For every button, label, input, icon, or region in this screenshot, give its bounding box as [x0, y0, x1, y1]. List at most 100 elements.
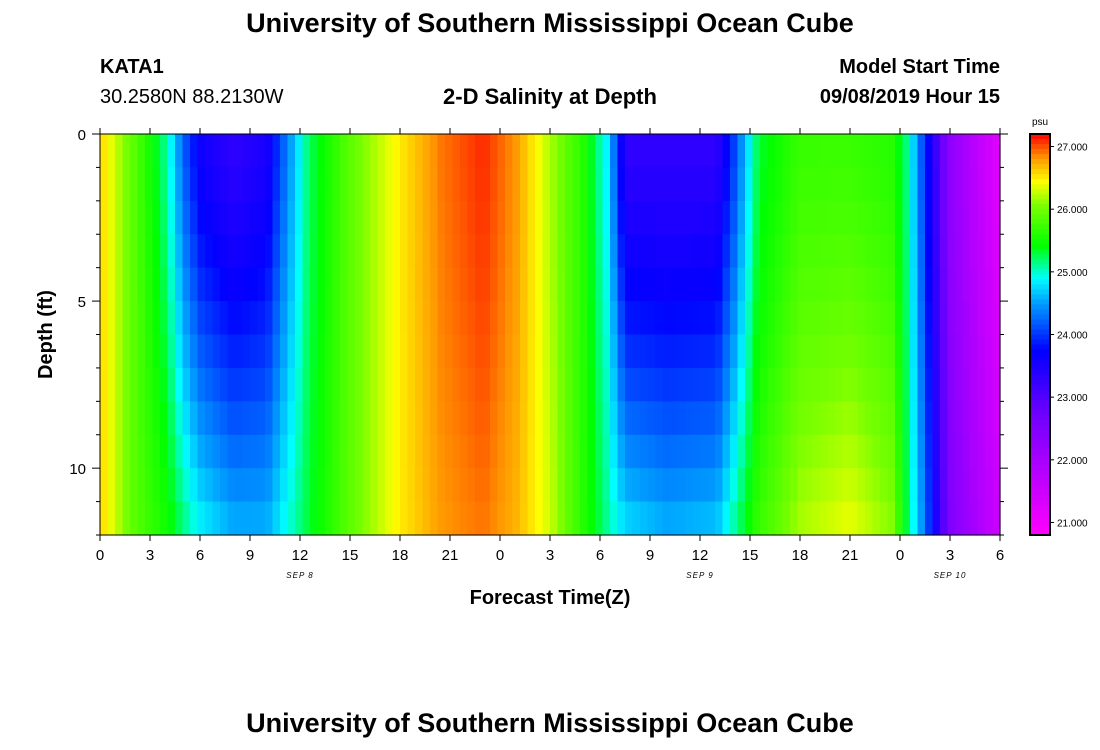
heatmap-cell — [655, 468, 664, 503]
heatmap-cell — [715, 267, 724, 302]
heatmap-cell — [572, 434, 581, 469]
heatmap-cell — [835, 468, 844, 503]
heatmap-cell — [992, 200, 1001, 235]
colorbar-tick-label: 24.000 — [1057, 331, 1088, 342]
heatmap-cell — [407, 301, 416, 336]
heatmap-cell — [647, 468, 656, 503]
heatmap-cell — [910, 501, 919, 536]
heatmap-cell — [812, 501, 821, 536]
heatmap-cell — [992, 434, 1001, 469]
heatmap-cell — [145, 134, 154, 169]
heatmap-cell — [407, 267, 416, 302]
heatmap-cell — [872, 301, 881, 336]
heatmap-cell — [925, 167, 934, 202]
heatmap-cell — [737, 468, 746, 503]
heatmap-cell — [340, 367, 349, 402]
heatmap-cell — [310, 434, 319, 469]
heatmap-cell — [767, 334, 776, 369]
heatmap-cell — [160, 267, 169, 302]
heatmap-cell — [212, 301, 221, 336]
colorbar-segment — [1030, 324, 1050, 331]
heatmap-cell — [985, 367, 994, 402]
colorbar-segment — [1030, 214, 1050, 220]
heatmap-cell — [572, 501, 581, 536]
heatmap-cell — [955, 234, 964, 269]
heatmap-cell — [347, 234, 356, 269]
heatmap-cell — [812, 334, 821, 369]
heatmap-cell — [542, 401, 551, 436]
heatmap-cell — [730, 501, 739, 536]
heatmap-cell — [805, 134, 814, 169]
heatmap-cell — [550, 367, 559, 402]
heatmap-cell — [152, 234, 161, 269]
heatmap-cell — [347, 468, 356, 503]
heatmap-cell — [700, 367, 709, 402]
heatmap-cell — [242, 200, 251, 235]
heatmap-cell — [955, 167, 964, 202]
heatmap-cell — [317, 200, 326, 235]
heatmap-cell — [737, 367, 746, 402]
heatmap-cell — [430, 134, 439, 169]
heatmap-cell — [137, 401, 146, 436]
heatmap-cell — [182, 167, 191, 202]
heatmap-cell — [887, 301, 896, 336]
heatmap-cell — [460, 267, 469, 302]
heatmap-cell — [302, 434, 311, 469]
heatmap-cell — [407, 334, 416, 369]
heatmap-cell — [332, 301, 341, 336]
heatmap-cell — [497, 301, 506, 336]
heatmap-cell — [925, 334, 934, 369]
heatmap-cell — [730, 401, 739, 436]
heatmap-cell — [310, 367, 319, 402]
heatmap-cell — [280, 401, 289, 436]
heatmap-cell — [220, 501, 229, 536]
heatmap-cell — [115, 401, 124, 436]
colorbar-segment — [1030, 474, 1050, 481]
heatmap-cell — [100, 301, 109, 336]
heatmap-cell — [205, 200, 214, 235]
heatmap-cell — [205, 334, 214, 369]
heatmap-cell — [857, 267, 866, 302]
colorbar-segment — [1030, 304, 1050, 311]
heatmap-cell — [325, 334, 334, 369]
heatmap-cell — [782, 301, 791, 336]
heatmap-cell — [872, 200, 881, 235]
heatmap-cell — [917, 267, 926, 302]
heatmap-cell — [955, 301, 964, 336]
heatmap-cell — [662, 234, 671, 269]
heatmap-cell — [970, 468, 979, 503]
heatmap-cell — [175, 200, 184, 235]
heatmap-cell — [355, 200, 364, 235]
heatmap-cell — [115, 200, 124, 235]
heatmap-cell — [205, 234, 214, 269]
heatmap-cell — [775, 468, 784, 503]
heatmap-cell — [355, 167, 364, 202]
heatmap-cell — [887, 434, 896, 469]
heatmap-cell — [242, 334, 251, 369]
heatmap-cell — [760, 200, 769, 235]
heatmap-cell — [812, 167, 821, 202]
heatmap-cell — [122, 434, 131, 469]
heatmap-cell — [662, 301, 671, 336]
colorbar-tick-label: 23.000 — [1057, 393, 1088, 404]
x-tick-label: 18 — [392, 547, 409, 564]
heatmap-cell — [182, 367, 191, 402]
heatmap-cell — [190, 401, 199, 436]
heatmap-cell — [932, 401, 941, 436]
heatmap-cell — [647, 134, 656, 169]
colorbar-segment — [1030, 504, 1050, 511]
heatmap-cell — [985, 301, 994, 336]
heatmap-cell — [160, 167, 169, 202]
heatmap-cell — [107, 167, 116, 202]
heatmap-cell — [490, 234, 499, 269]
heatmap-cell — [835, 501, 844, 536]
heatmap-cell — [257, 234, 266, 269]
heatmap-cell — [767, 401, 776, 436]
heatmap-cell — [130, 134, 139, 169]
heatmap-cell — [745, 301, 754, 336]
heatmap-cell — [497, 334, 506, 369]
heatmap-cell — [437, 234, 446, 269]
heatmap-cell — [812, 267, 821, 302]
heatmap-cell — [445, 434, 454, 469]
